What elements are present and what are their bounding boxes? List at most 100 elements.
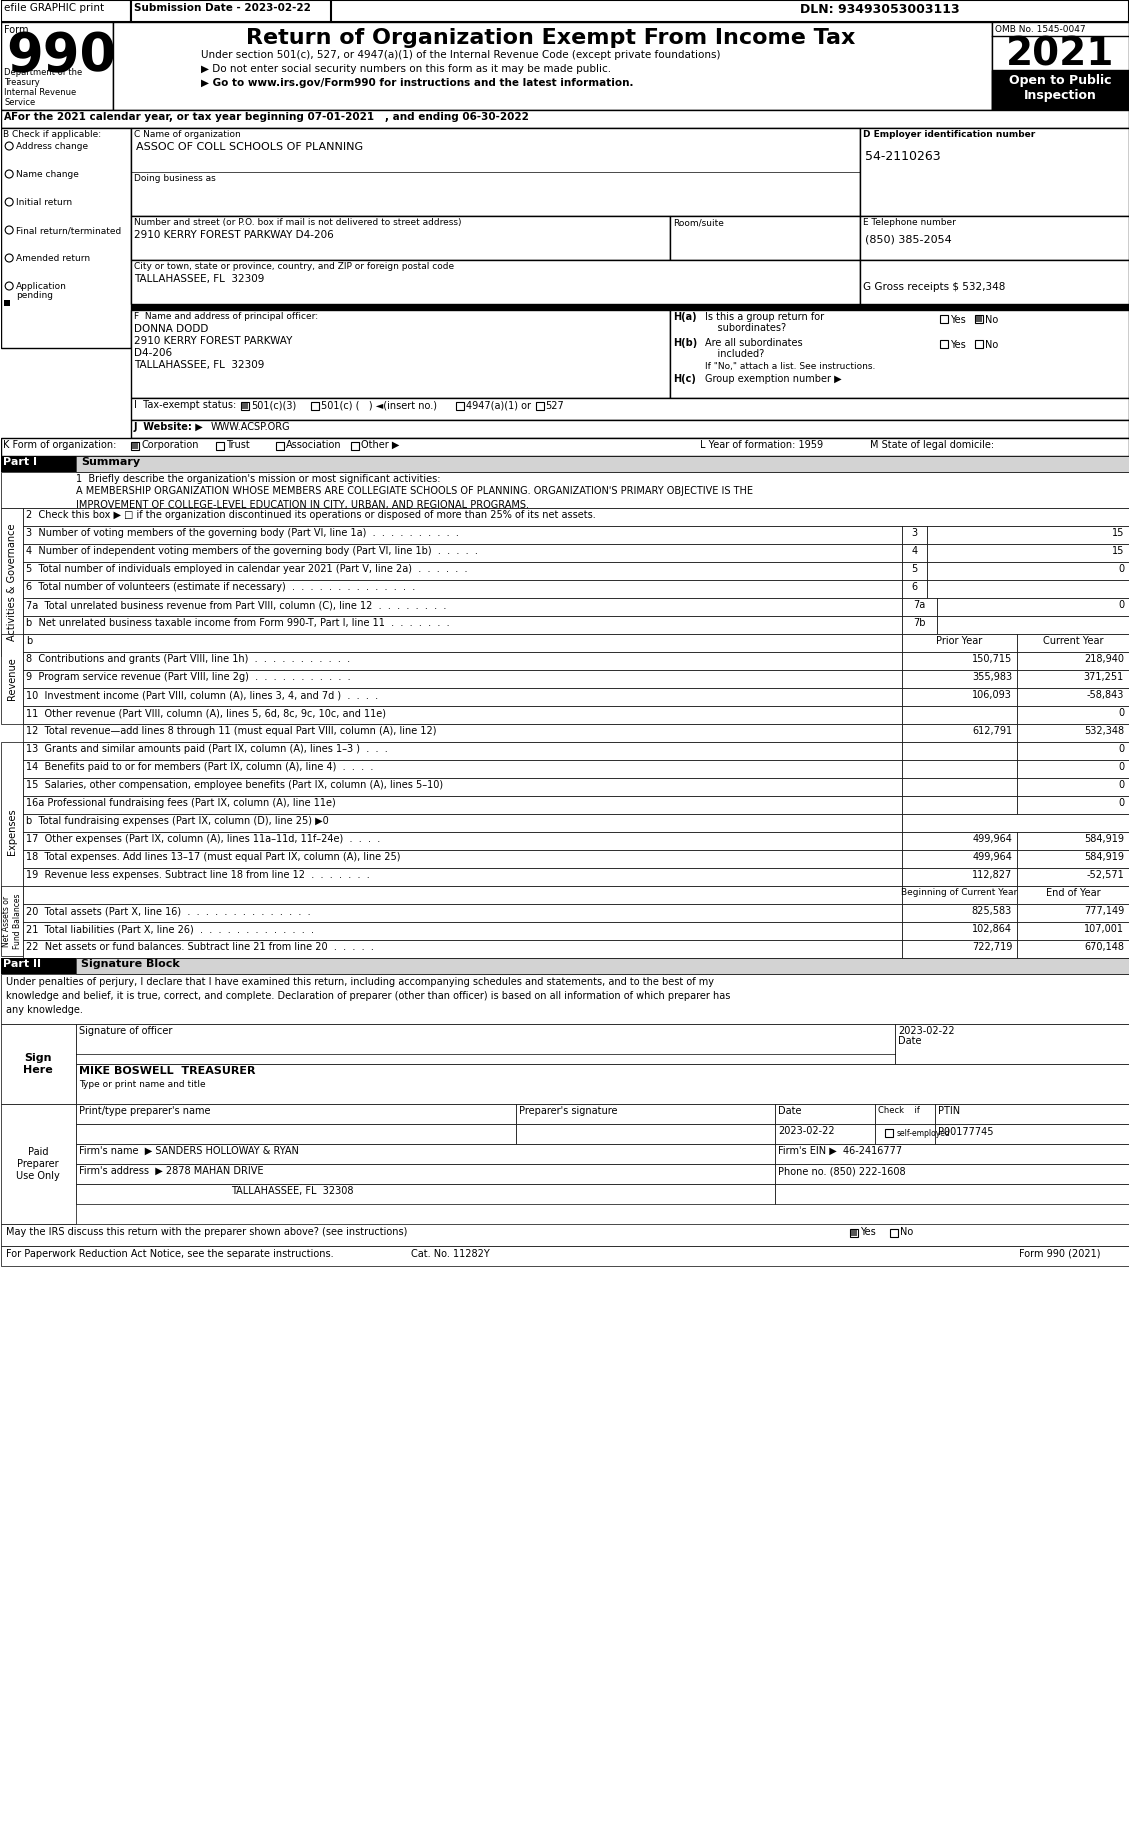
Text: Submission Date - 2023-02-22: Submission Date - 2023-02-22 — [134, 4, 310, 13]
Bar — [1, 1103, 76, 1223]
Bar — [132, 444, 138, 449]
Bar — [240, 403, 248, 410]
Bar — [902, 543, 927, 562]
Text: 0: 0 — [1118, 761, 1124, 772]
Bar — [902, 796, 1017, 813]
Text: Department of the: Department of the — [5, 68, 82, 78]
Text: ▶ Do not enter social security numbers on this form as it may be made public.: ▶ Do not enter social security numbers o… — [201, 65, 611, 74]
Text: Firm's EIN ▶  46-2416777: Firm's EIN ▶ 46-2416777 — [778, 1146, 902, 1157]
Text: DLN: 93493053003113: DLN: 93493053003113 — [800, 4, 960, 17]
Bar — [940, 314, 948, 323]
Bar — [902, 904, 1017, 922]
Bar — [927, 527, 1129, 543]
Text: D Employer identification number: D Employer identification number — [864, 129, 1035, 139]
Bar — [1017, 706, 1129, 724]
Bar — [1, 471, 1129, 508]
Text: 2021: 2021 — [1006, 35, 1114, 74]
Text: 218,940: 218,940 — [1084, 654, 1124, 663]
Bar — [456, 403, 464, 410]
Text: 19  Revenue less expenses. Subtract line 18 from line 12  .  .  .  .  .  .  .: 19 Revenue less expenses. Subtract line … — [26, 870, 370, 880]
Bar — [24, 743, 902, 760]
Bar — [776, 1103, 875, 1124]
Bar — [1, 634, 24, 724]
Text: 2910 KERRY FOREST PARKWAY: 2910 KERRY FOREST PARKWAY — [134, 336, 292, 346]
Bar — [275, 442, 283, 451]
Text: Number and street (or P.O. box if mail is not delivered to street address): Number and street (or P.O. box if mail i… — [134, 218, 462, 227]
Text: 6: 6 — [911, 582, 917, 591]
Text: No: No — [986, 340, 998, 349]
Text: Yes: Yes — [951, 314, 966, 325]
Bar — [1017, 885, 1129, 904]
Bar — [24, 869, 902, 885]
Bar — [902, 850, 1017, 869]
Text: 13  Grants and similar amounts paid (Part IX, column (A), lines 1–3 )  .  .  .: 13 Grants and similar amounts paid (Part… — [26, 745, 388, 754]
Bar — [76, 1164, 776, 1185]
Text: L Year of formation: 1959: L Year of formation: 1959 — [700, 440, 823, 451]
Text: Amended return: Amended return — [16, 253, 90, 262]
Circle shape — [6, 170, 14, 177]
Bar — [1, 885, 24, 955]
Bar — [776, 1144, 1129, 1164]
Bar — [24, 941, 902, 957]
Bar — [24, 850, 902, 869]
Bar — [113, 22, 992, 111]
Text: 0: 0 — [1118, 798, 1124, 808]
Text: 21  Total liabilities (Part X, line 26)  .  .  .  .  .  .  .  .  .  .  .  .  .: 21 Total liabilities (Part X, line 26) .… — [26, 924, 314, 933]
Bar — [992, 22, 1129, 111]
Text: 7a  Total unrelated business revenue from Part VIII, column (C), line 12  .  .  : 7a Total unrelated business revenue from… — [26, 601, 447, 610]
Bar — [776, 1185, 1129, 1205]
Circle shape — [6, 142, 14, 150]
Bar — [902, 580, 927, 599]
Bar — [76, 1185, 776, 1205]
Text: Yes: Yes — [951, 340, 966, 349]
Bar — [1, 1223, 1129, 1246]
Text: Net Assets or
Fund Balances: Net Assets or Fund Balances — [2, 893, 21, 948]
Text: 3: 3 — [911, 529, 917, 538]
Text: 584,919: 584,919 — [1084, 833, 1124, 845]
Text: Room/suite: Room/suite — [674, 218, 725, 227]
Bar — [131, 0, 331, 22]
Bar — [937, 615, 1129, 634]
Bar — [24, 543, 902, 562]
Bar — [935, 1124, 1129, 1144]
Text: 18  Total expenses. Add lines 13–17 (must equal Part IX, column (A), line 25): 18 Total expenses. Add lines 13–17 (must… — [26, 852, 401, 861]
Bar — [76, 957, 1129, 974]
Bar — [1017, 687, 1129, 706]
Text: OMB No. 1545-0047: OMB No. 1545-0047 — [995, 26, 1086, 33]
Bar — [927, 580, 1129, 599]
Text: 107,001: 107,001 — [1084, 924, 1124, 933]
Text: Service: Service — [5, 98, 35, 107]
Text: Initial return: Initial return — [16, 198, 72, 207]
Bar — [902, 869, 1017, 885]
Bar — [76, 1024, 895, 1064]
Text: 8  Contributions and grants (Part VIII, line 1h)  .  .  .  .  .  .  .  .  .  .  : 8 Contributions and grants (Part VIII, l… — [26, 654, 350, 663]
Text: Paid
Preparer
Use Only: Paid Preparer Use Only — [16, 1146, 60, 1181]
Text: 16a Professional fundraising fees (Part IX, column (A), line 11e): 16a Professional fundraising fees (Part … — [26, 798, 336, 808]
Bar — [885, 1129, 893, 1137]
Bar — [975, 314, 983, 323]
Bar — [131, 128, 860, 216]
Text: Trust: Trust — [226, 440, 250, 451]
Bar — [927, 562, 1129, 580]
Text: 106,093: 106,093 — [972, 689, 1012, 700]
Text: 7b: 7b — [913, 617, 926, 628]
Text: -58,843: -58,843 — [1086, 689, 1124, 700]
Text: ASSOC OF COLL SCHOOLS OF PLANNING: ASSOC OF COLL SCHOOLS OF PLANNING — [135, 142, 364, 152]
Bar — [902, 599, 937, 615]
Bar — [1017, 922, 1129, 941]
Text: 722,719: 722,719 — [972, 942, 1012, 952]
Text: D4-206: D4-206 — [134, 347, 172, 359]
Text: -52,571: -52,571 — [1086, 870, 1124, 880]
Text: Part II: Part II — [3, 959, 41, 968]
Bar — [131, 419, 1129, 438]
Bar — [76, 1064, 1129, 1103]
Text: Phone no. (850) 222-1608: Phone no. (850) 222-1608 — [778, 1166, 905, 1175]
Text: Check    if: Check if — [878, 1105, 920, 1114]
Bar — [860, 128, 1129, 216]
Bar — [1017, 904, 1129, 922]
Text: subordinates?: subordinates? — [706, 323, 787, 333]
Text: ▶ Go to www.irs.gov/Form990 for instructions and the latest information.: ▶ Go to www.irs.gov/Form990 for instruct… — [201, 78, 633, 89]
Text: included?: included? — [706, 349, 764, 359]
Text: Treasury: Treasury — [5, 78, 40, 87]
Text: 20  Total assets (Part X, line 16)  .  .  .  .  .  .  .  .  .  .  .  .  .  .: 20 Total assets (Part X, line 16) . . . … — [26, 906, 310, 917]
